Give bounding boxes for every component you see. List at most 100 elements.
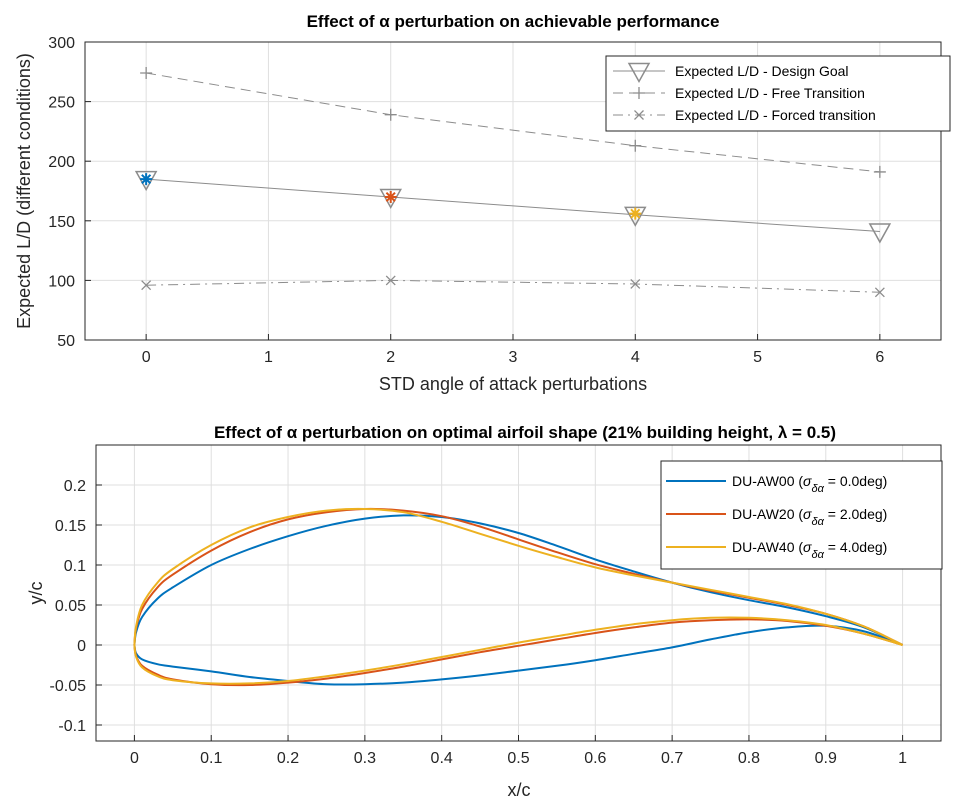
bottom-y-tick-label: 0.2 [64,478,86,495]
top-series-line [146,178,880,232]
highlighted-point [140,173,153,186]
legend-label-sigma: σ [803,539,812,555]
top-y-ticks: 50 100 150 200 250 300 [48,35,91,350]
legend-marker [633,87,645,99]
airfoil-lower-surface [133,616,903,685]
top-series-1 [140,66,886,178]
bottom-x-ticks: 0 0.1 0.2 0.3 0.4 0.5 0.6 0.7 0.8 0.9 1 [130,735,907,767]
top-series-2 [141,275,885,298]
bottom-y-tick-label: 0.15 [55,518,86,535]
legend-label-suffix: = 0.0deg) [824,473,887,489]
airfoil-2 [133,507,904,685]
legend-label: Expected L/D - Free Transition [675,85,865,101]
top-x-tick-label: 3 [509,349,518,366]
data-point [384,108,397,121]
bottom-x-tick-label: 0.7 [661,750,683,767]
legend-label-prefix: DU-AW20 ( [732,506,803,522]
bottom-y-tick-label: 0.05 [55,598,86,615]
airfoil-0 [133,514,904,686]
legend-label: DU-AW40 (σδα = 4.0deg) [732,539,887,561]
top-chart-title: Effect of α perturbation on achievable p… [307,12,720,31]
bottom-x-tick-label: 0.3 [354,750,376,767]
bottom-y-tick-label: -0.05 [50,678,87,695]
bottom-x-tick-label: 0 [130,750,139,767]
legend-label: DU-AW00 (σδα = 0.0deg) [732,473,887,495]
data-point [140,66,153,79]
airfoil-upper-surface [133,507,904,646]
top-x-tick-label: 4 [631,349,640,366]
data-point [629,139,642,152]
top-legend-item: Expected L/D - Design Goal [613,62,849,84]
legend-label: Expected L/D - Design Goal [675,63,849,79]
legend-marker [634,110,644,120]
airfoil-lower-surface [133,624,903,686]
legend-label-sigma: σ [803,473,812,489]
bottom-y-axis-label: y/c [26,581,46,604]
top-x-tick-label: 6 [875,349,884,366]
bottom-x-tick-label: 0.8 [738,750,760,767]
top-x-ticks: 0 1 2 3 4 5 6 [142,334,884,366]
data-point [868,223,892,244]
top-y-tick-label: 150 [48,214,75,231]
legend-label-subscript: δα [812,549,825,561]
airfoil-upper-surface [133,514,904,646]
top-legend: Expected L/D - Design Goal Expected L/D -… [605,55,951,132]
legend-label-suffix: = 4.0deg) [824,539,887,555]
top-plot: 0 1 2 3 4 5 6 50 100 150 200 250 300 Effect of α pe… [14,12,951,394]
bottom-y-tick-label: 0 [77,638,86,655]
bottom-x-tick-label: 1 [898,750,907,767]
bottom-chart-title: Effect of α perturbation on optimal airf… [214,423,836,442]
top-x-axis-label: STD angle of attack perturbations [379,374,647,394]
top-series-line [146,72,880,173]
bottom-x-tick-label: 0.5 [507,750,529,767]
top-y-tick-label: 50 [57,333,75,350]
bottom-legend-item: DU-AW40 (σδα = 4.0deg) [666,539,887,561]
bottom-y-tick-label: 0.1 [64,558,86,575]
bottom-x-tick-label: 0.9 [815,750,837,767]
legend-label-subscript: δα [812,483,825,495]
legend-label-subscript: δα [812,516,825,528]
bottom-grid [96,445,941,741]
data-point [873,165,886,178]
top-legend-item: Expected L/D - Free Transition [613,85,865,101]
top-series-0 [134,170,892,244]
legend-label-prefix: DU-AW40 ( [732,539,803,555]
top-x-tick-label: 5 [753,349,762,366]
legend-marker [627,62,651,84]
bottom-plot: 0 0.1 0.2 0.3 0.4 0.5 0.6 0.7 0.8 0.9 1 -0.1 -0.05 0… [26,423,943,800]
top-y-tick-label: 100 [48,273,75,290]
data-point [134,170,158,192]
data-point [385,275,396,286]
legend-label-sigma: σ [803,506,812,522]
bottom-legend: DU-AW00 (σδα = 0.0deg)DU-AW20 (σδα = 2.0… [660,460,943,570]
top-y-tick-label: 250 [48,95,75,112]
data-point [624,206,647,227]
bottom-legend-item: DU-AW20 (σδα = 2.0deg) [666,506,887,528]
bottom-x-tick-label: 0.6 [584,750,606,767]
legend-label-suffix: = 2.0deg) [824,506,887,522]
bottom-x-tick-label: 0.1 [200,750,222,767]
bottom-x-tick-label: 0.4 [431,750,453,767]
data-point [141,280,152,291]
top-series [134,66,892,298]
bottom-y-ticks: -0.1 -0.05 0 0.05 0.1 0.15 0.2 [50,478,102,735]
data-point [630,279,641,289]
top-y-tick-label: 300 [48,35,75,52]
highlighted-point [629,207,642,220]
top-highlighted-points [140,173,642,220]
legend-label: Expected L/D - Forced transition [675,107,876,123]
bottom-series [133,507,904,687]
bottom-x-axis-label: x/c [507,780,530,800]
bottom-y-tick-label: -0.1 [58,718,86,735]
top-x-tick-label: 0 [142,349,151,366]
legend-label-prefix: DU-AW00 ( [732,473,803,489]
top-y-tick-label: 200 [48,154,75,171]
top-x-tick-label: 1 [264,349,273,366]
top-y-axis-label: Expected L/D (different conditions) [14,53,34,329]
highlighted-point [384,190,397,203]
data-point [874,287,885,298]
top-x-tick-label: 2 [386,349,395,366]
bottom-legend-item: DU-AW00 (σδα = 0.0deg) [666,473,887,495]
bottom-x-tick-label: 0.2 [277,750,299,767]
